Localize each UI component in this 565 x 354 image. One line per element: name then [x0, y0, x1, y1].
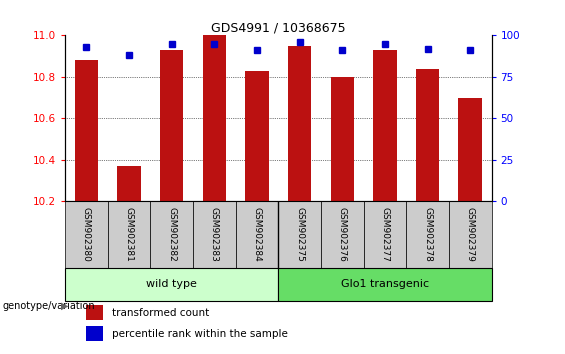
- Bar: [107, 201, 150, 268]
- Bar: [65, 201, 107, 268]
- Text: percentile rank within the sample: percentile rank within the sample: [112, 329, 288, 339]
- Bar: [288, 46, 311, 201]
- Text: GSM902377: GSM902377: [380, 206, 389, 261]
- Bar: [75, 60, 98, 201]
- Bar: [458, 98, 482, 201]
- Bar: [86, 305, 103, 320]
- Bar: [279, 268, 492, 301]
- Bar: [86, 326, 103, 341]
- Text: GSM902381: GSM902381: [124, 206, 133, 261]
- Text: wild type: wild type: [146, 279, 197, 289]
- Bar: [279, 201, 321, 268]
- Bar: [160, 50, 184, 201]
- Bar: [193, 201, 236, 268]
- Bar: [65, 268, 278, 301]
- Text: GSM902375: GSM902375: [295, 206, 304, 261]
- Bar: [373, 50, 397, 201]
- Bar: [449, 201, 492, 268]
- Text: GSM902380: GSM902380: [82, 206, 91, 261]
- Bar: [364, 201, 406, 268]
- Bar: [416, 69, 440, 201]
- Text: ▶: ▶: [61, 301, 68, 311]
- Text: GSM902376: GSM902376: [338, 206, 347, 261]
- Text: GSM902384: GSM902384: [253, 206, 262, 261]
- Text: transformed count: transformed count: [112, 308, 209, 318]
- Bar: [236, 201, 278, 268]
- Text: GSM902378: GSM902378: [423, 206, 432, 261]
- Text: Glo1 transgenic: Glo1 transgenic: [341, 279, 429, 289]
- Text: GSM902383: GSM902383: [210, 206, 219, 261]
- Bar: [331, 77, 354, 201]
- Title: GDS4991 / 10368675: GDS4991 / 10368675: [211, 21, 346, 34]
- Text: genotype/variation: genotype/variation: [3, 301, 95, 311]
- Bar: [406, 201, 449, 268]
- Bar: [245, 71, 269, 201]
- Bar: [150, 201, 193, 268]
- Bar: [202, 35, 226, 201]
- Text: GSM902379: GSM902379: [466, 206, 475, 261]
- Text: GSM902382: GSM902382: [167, 206, 176, 261]
- Bar: [117, 166, 141, 201]
- Bar: [321, 201, 364, 268]
